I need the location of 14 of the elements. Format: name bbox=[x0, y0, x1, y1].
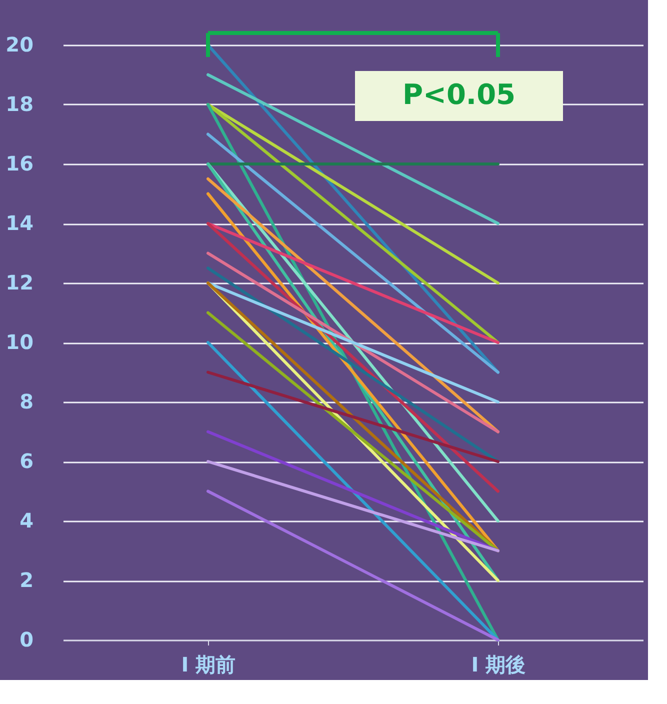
y-tick-label: 8 bbox=[20, 390, 34, 414]
y-tick-label: 20 bbox=[6, 32, 34, 56]
x-tick-label: I 期後 bbox=[471, 652, 526, 676]
y-tick-label: 12 bbox=[6, 270, 34, 294]
y-tick-label: 10 bbox=[6, 330, 34, 354]
y-tick-label: 6 bbox=[20, 449, 34, 473]
y-tick-label: 0 bbox=[20, 628, 34, 652]
y-tick-label: 14 bbox=[6, 211, 34, 235]
annotation: P<0.05 bbox=[402, 78, 516, 111]
y-tick-label: 2 bbox=[20, 568, 34, 592]
y-tick-label: 16 bbox=[6, 152, 34, 176]
x-tick-label: I 期前 bbox=[181, 652, 236, 676]
y-tick-label: 18 bbox=[6, 92, 34, 116]
y-tick-label: 4 bbox=[20, 508, 34, 532]
